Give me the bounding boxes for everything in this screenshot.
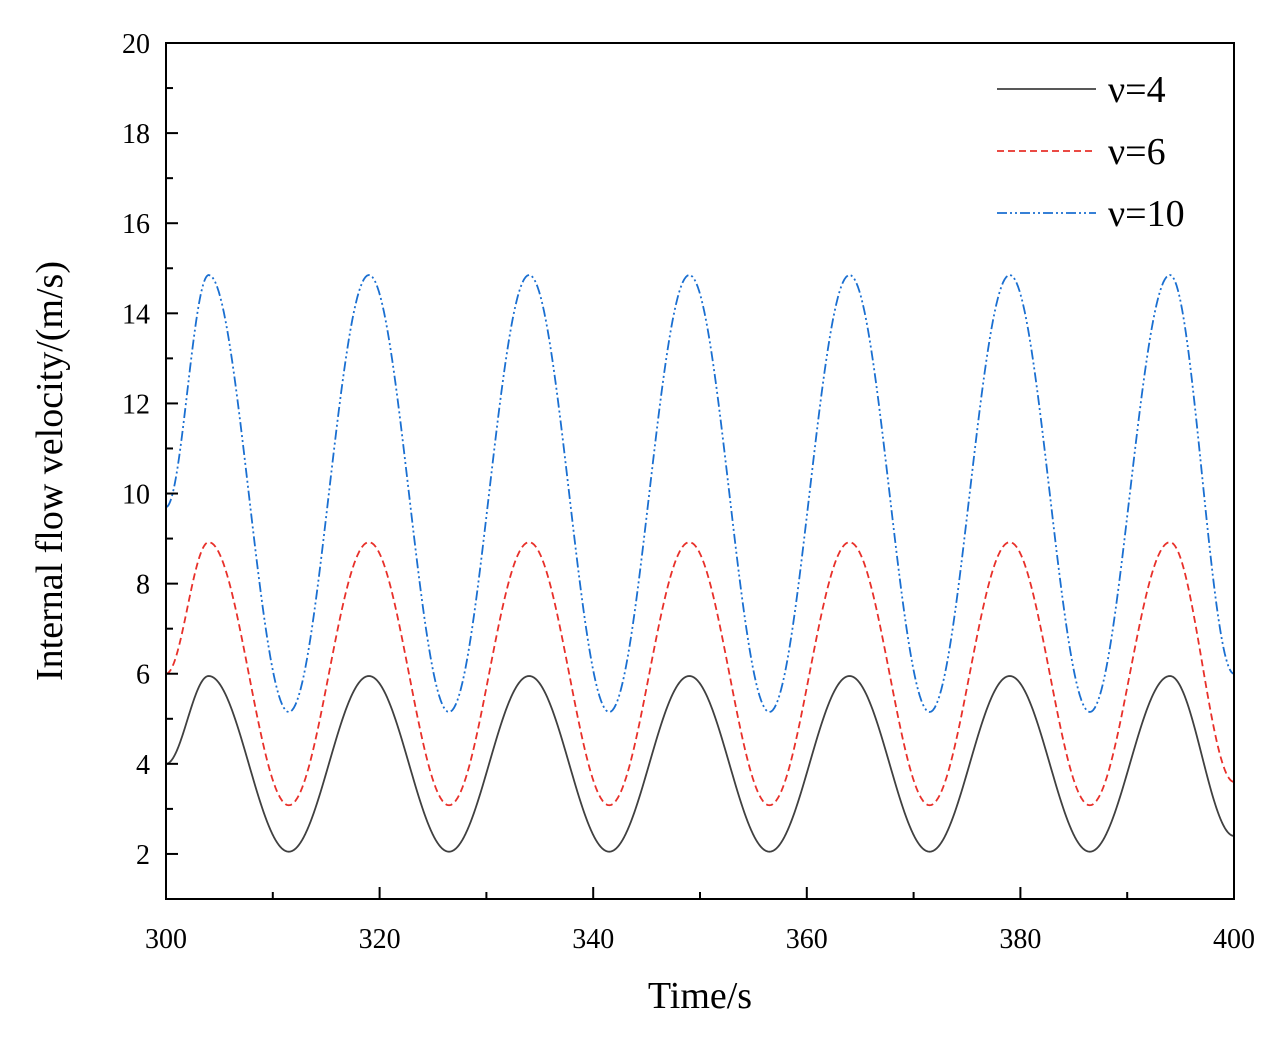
x-tick-label: 360: [786, 924, 828, 955]
y-tick-label: 16: [122, 209, 150, 240]
x-axis-title: Time/s: [648, 975, 752, 1017]
y-tick-label: 14: [122, 299, 150, 330]
y-tick-label: 20: [122, 29, 150, 60]
x-tick-label: 300: [145, 924, 187, 955]
series-line-1: [165, 675, 1235, 853]
y-axis-title: Internal flow velocity/(m/s): [29, 261, 71, 681]
legend-label: ν=10: [1108, 193, 1185, 235]
legend-label: ν=6: [1108, 131, 1166, 173]
legend-label: ν=4: [1108, 69, 1166, 111]
y-tick-label: 8: [136, 570, 150, 601]
x-tick-label: 400: [1213, 924, 1255, 955]
y-tick-label: 12: [122, 389, 150, 420]
x-tick-label: 320: [359, 924, 401, 955]
x-tick-label: 340: [572, 924, 614, 955]
y-tick-label: 4: [136, 750, 150, 781]
y-tick-label: 6: [136, 660, 150, 691]
axis-tick-labels: 300 320 340 360 380 400 2 4 6 8 10 12 14 16 18 20: [122, 29, 1255, 955]
legend: ν=4 ν=6 ν=10: [997, 69, 1185, 235]
y-tick-label: 2: [136, 840, 150, 871]
axis-ticks: [165, 42, 1235, 900]
y-tick-label: 10: [122, 480, 150, 511]
y-tick-label: 18: [122, 119, 150, 150]
series-line-3: [165, 274, 1235, 713]
x-tick-label: 380: [999, 924, 1041, 955]
series-layer: [165, 274, 1235, 853]
